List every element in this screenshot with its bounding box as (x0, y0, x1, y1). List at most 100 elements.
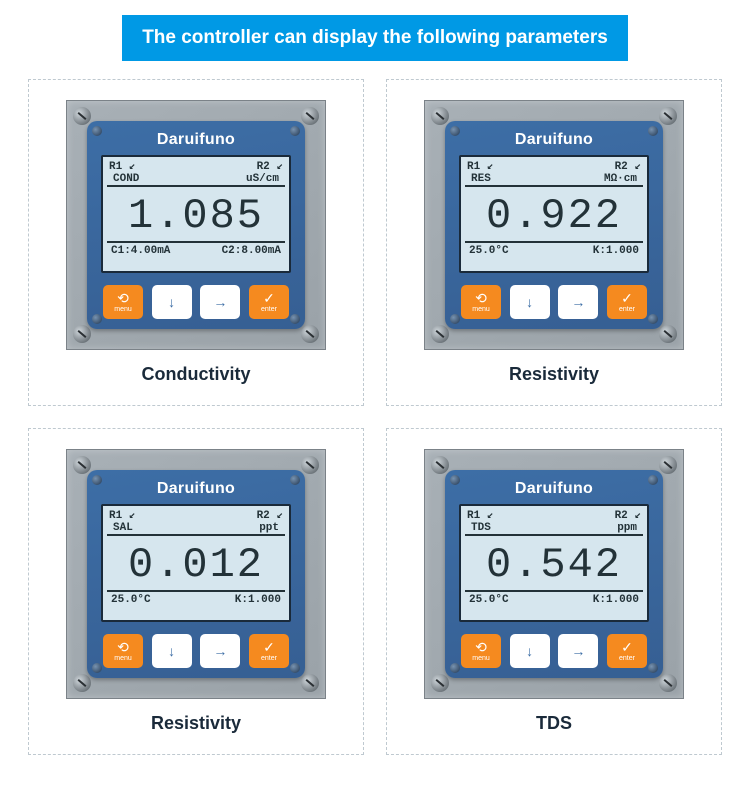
enter-button[interactable]: ✓ enter (607, 634, 647, 668)
device-screw (450, 663, 460, 673)
down-button[interactable]: ↓ (510, 285, 550, 319)
arrow-right-icon: → (213, 295, 227, 309)
device-screw (648, 126, 658, 136)
lcd-main-value: 1.085 (103, 187, 289, 241)
arrow-right-icon: → (213, 644, 227, 658)
mount-screw (73, 456, 91, 474)
device-cell: Daruifuno R1 ↙ R2 ↙ SAL ppt 0.012 25.0°C… (28, 428, 364, 755)
lcd-main-value: 0.012 (103, 536, 289, 590)
mount-screw (301, 456, 319, 474)
down-button[interactable]: ↓ (152, 634, 192, 668)
lcd-bottom-right: K:1.000 (593, 245, 639, 257)
lcd-mode: COND (113, 173, 139, 185)
brand-label: Daruifuno (459, 131, 649, 149)
enter-button[interactable]: ✓ enter (249, 285, 289, 319)
mount-screw (73, 107, 91, 125)
return-icon: ⟲ (475, 640, 487, 654)
arrow-down-icon: ↓ (526, 644, 533, 658)
mount-screw (659, 325, 677, 343)
device-screw (92, 475, 102, 485)
device-screw (648, 475, 658, 485)
check-icon: ✓ (621, 291, 633, 305)
lcd-r1: R1 ↙ (467, 508, 493, 522)
lcd-screen: R1 ↙ R2 ↙ COND uS/cm 1.085 C1:4.00mA C2:… (101, 155, 291, 273)
lcd-r2: R2 ↙ (257, 159, 283, 173)
mount-screw (301, 325, 319, 343)
lcd-unit: uS/cm (246, 173, 279, 185)
right-button[interactable]: → (558, 634, 598, 668)
right-button[interactable]: → (558, 285, 598, 319)
menu-button[interactable]: ⟲ menu (461, 285, 501, 319)
button-row: ⟲ menu ↓ → ✓ enter (101, 285, 291, 319)
lcd-bottom-right: K:1.000 (593, 594, 639, 606)
lcd-screen: R1 ↙ R2 ↙ SAL ppt 0.012 25.0°C K:1.000 (101, 504, 291, 622)
right-button[interactable]: → (200, 634, 240, 668)
device-label: TDS (536, 713, 572, 734)
device-label: Resistivity (509, 364, 599, 385)
device-screw (92, 314, 102, 324)
lcd-r2: R2 ↙ (615, 159, 641, 173)
mount-screw (431, 674, 449, 692)
button-row: ⟲ menu ↓ → ✓ enter (101, 634, 291, 668)
mount-screw (431, 325, 449, 343)
mount-screw (659, 674, 677, 692)
check-icon: ✓ (621, 640, 633, 654)
lcd-bottom-right: C2:8.00mA (222, 245, 281, 257)
device-panel: Daruifuno R1 ↙ R2 ↙ COND uS/cm 1.085 C1:… (66, 100, 326, 350)
down-button[interactable]: ↓ (510, 634, 550, 668)
mount-screw (301, 107, 319, 125)
device-label: Conductivity (141, 364, 250, 385)
mount-screw (659, 107, 677, 125)
enter-button[interactable]: ✓ enter (607, 285, 647, 319)
device-body: Daruifuno R1 ↙ R2 ↙ SAL ppt 0.012 25.0°C… (87, 470, 305, 678)
enter-label: enter (619, 655, 635, 662)
device-screw (290, 475, 300, 485)
lcd-main-value: 0.922 (461, 187, 647, 241)
device-grid: Daruifuno R1 ↙ R2 ↙ COND uS/cm 1.085 C1:… (28, 79, 722, 755)
brand-label: Daruifuno (459, 480, 649, 498)
device-cell: Daruifuno R1 ↙ R2 ↙ COND uS/cm 1.085 C1:… (28, 79, 364, 406)
button-row: ⟲ menu ↓ → ✓ enter (459, 634, 649, 668)
enter-button[interactable]: ✓ enter (249, 634, 289, 668)
mount-screw (73, 325, 91, 343)
menu-label: menu (114, 655, 132, 662)
device-body: Daruifuno R1 ↙ R2 ↙ RES MΩ·cm 0.922 25.0… (445, 121, 663, 329)
down-button[interactable]: ↓ (152, 285, 192, 319)
device-screw (92, 663, 102, 673)
lcd-unit: ppt (259, 522, 279, 534)
device-screw (648, 314, 658, 324)
device-screw (648, 663, 658, 673)
menu-button[interactable]: ⟲ menu (461, 634, 501, 668)
mount-screw (431, 107, 449, 125)
lcd-mode: TDS (471, 522, 491, 534)
arrow-down-icon: ↓ (168, 295, 175, 309)
lcd-bottom-right: K:1.000 (235, 594, 281, 606)
arrow-right-icon: → (571, 295, 585, 309)
brand-label: Daruifuno (101, 131, 291, 149)
device-panel: Daruifuno R1 ↙ R2 ↙ SAL ppt 0.012 25.0°C… (66, 449, 326, 699)
lcd-main-value: 0.542 (461, 536, 647, 590)
menu-button[interactable]: ⟲ menu (103, 634, 143, 668)
menu-button[interactable]: ⟲ menu (103, 285, 143, 319)
lcd-r1: R1 ↙ (109, 159, 135, 173)
right-button[interactable]: → (200, 285, 240, 319)
return-icon: ⟲ (117, 640, 129, 654)
enter-label: enter (261, 655, 277, 662)
check-icon: ✓ (263, 640, 275, 654)
device-screw (450, 126, 460, 136)
mount-screw (659, 456, 677, 474)
device-label: Resistivity (151, 713, 241, 734)
device-body: Daruifuno R1 ↙ R2 ↙ COND uS/cm 1.085 C1:… (87, 121, 305, 329)
lcd-r2: R2 ↙ (615, 508, 641, 522)
mount-screw (301, 674, 319, 692)
device-panel: Daruifuno R1 ↙ R2 ↙ TDS ppm 0.542 25.0°C… (424, 449, 684, 699)
header-title: The controller can display the following… (122, 15, 628, 61)
mount-screw (431, 456, 449, 474)
mount-screw (73, 674, 91, 692)
lcd-bottom-left: C1:4.00mA (111, 245, 170, 257)
return-icon: ⟲ (117, 291, 129, 305)
device-body: Daruifuno R1 ↙ R2 ↙ TDS ppm 0.542 25.0°C… (445, 470, 663, 678)
menu-label: menu (114, 306, 132, 313)
device-screw (290, 126, 300, 136)
lcd-bottom-left: 25.0°C (469, 594, 509, 606)
